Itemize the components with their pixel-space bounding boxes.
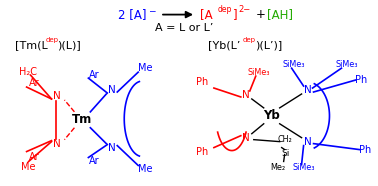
Text: [Yb(L’: [Yb(L’: [208, 40, 240, 50]
Text: A = L or L’: A = L or L’: [155, 23, 214, 33]
Text: dep: dep: [45, 37, 59, 43]
Text: N: N: [53, 91, 60, 101]
Text: Si: Si: [282, 149, 290, 158]
Text: N: N: [242, 90, 249, 100]
Text: dep: dep: [218, 5, 232, 14]
Text: Ph: Ph: [359, 145, 372, 155]
Text: Ph: Ph: [196, 147, 208, 157]
Text: [A: [A: [200, 8, 212, 21]
Text: Ar: Ar: [89, 70, 100, 80]
Text: Yb: Yb: [263, 109, 280, 122]
Text: SiMe₃: SiMe₃: [293, 163, 315, 172]
Text: )(L)]: )(L)]: [57, 40, 81, 50]
Text: ]: ]: [233, 8, 237, 21]
Text: H₂C: H₂C: [19, 67, 37, 77]
Text: Me: Me: [21, 162, 35, 172]
Text: −: −: [148, 6, 156, 15]
Text: +: +: [256, 8, 266, 21]
Text: 2 [A]: 2 [A]: [118, 8, 147, 21]
Text: N: N: [304, 137, 311, 147]
Text: SiMe₃: SiMe₃: [335, 60, 358, 69]
Text: [Tm(L: [Tm(L: [15, 40, 47, 50]
Text: N: N: [53, 139, 60, 149]
Text: SiMe₃: SiMe₃: [248, 68, 270, 77]
Text: Ph: Ph: [196, 77, 208, 87]
Text: Ar: Ar: [89, 156, 100, 166]
Text: N: N: [108, 85, 116, 95]
Text: N: N: [242, 133, 249, 143]
Text: Tm: Tm: [72, 113, 93, 126]
Text: Me: Me: [138, 164, 153, 174]
Text: Ar: Ar: [29, 152, 40, 161]
Text: 2−: 2−: [239, 5, 251, 14]
Text: SiMe₃: SiMe₃: [283, 60, 305, 69]
Text: N: N: [304, 85, 311, 95]
Text: Ar: Ar: [29, 78, 40, 88]
Text: Me₂: Me₂: [270, 163, 285, 172]
Text: Me: Me: [138, 63, 153, 73]
Text: CH₂: CH₂: [278, 135, 293, 144]
Text: )(L’)]: )(L’)]: [255, 40, 282, 50]
Text: dep: dep: [243, 37, 256, 43]
Text: [AH]: [AH]: [267, 8, 293, 21]
Text: Ph: Ph: [355, 75, 368, 85]
Text: N: N: [108, 143, 116, 153]
